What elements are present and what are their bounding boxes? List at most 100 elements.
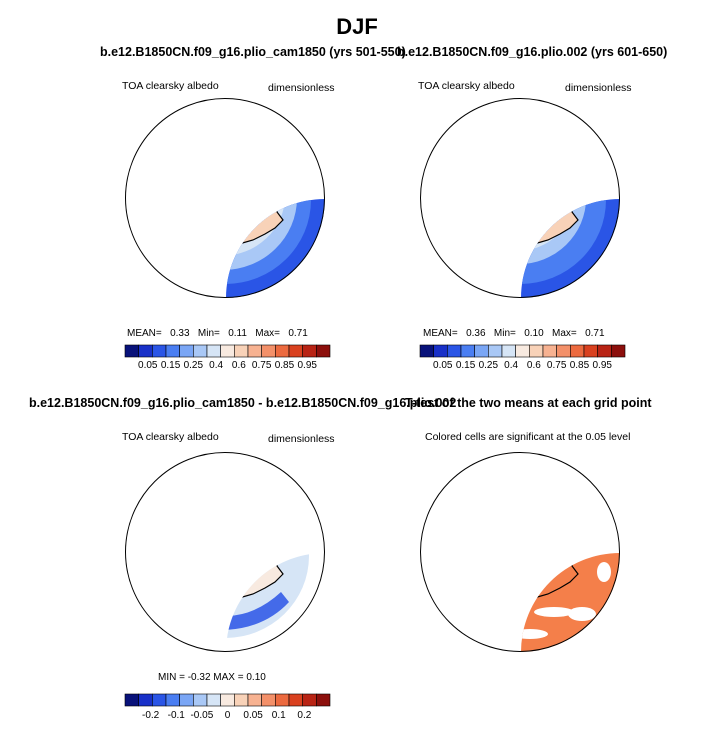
antarctic-peninsula xyxy=(159,518,169,540)
ocean-field xyxy=(521,199,620,298)
colorbar-swatch xyxy=(597,344,612,358)
colorbar-swatch xyxy=(542,344,557,358)
panel-2-variable-label: TOA clearsky albedo xyxy=(418,80,515,92)
colorbar-swatch xyxy=(316,693,331,707)
colorbar-tick-label: 0.85 xyxy=(274,360,295,371)
colorbar-swatch xyxy=(124,344,139,358)
antarctic-peninsula xyxy=(159,164,169,186)
panel-3-units-label: dimensionless xyxy=(268,433,335,445)
colorbar-swatch xyxy=(247,693,262,707)
colorbar-swatch xyxy=(247,344,262,358)
colorbar-tick-label: 0.2 xyxy=(297,710,312,721)
panel-1-stats: MEAN= 0.33 Min= 0.11 Max= 0.71 xyxy=(127,328,308,339)
colorbar-swatch xyxy=(275,693,290,707)
non-significant-patch xyxy=(494,541,506,551)
colorbar-swatch xyxy=(234,693,249,707)
panel-3-title: b.e12.B1850CN.f09_g16.plio_cam1850 - b.e… xyxy=(29,396,457,410)
panel-1-variable-label: TOA clearsky albedo xyxy=(122,80,219,92)
colorbar-swatch xyxy=(302,693,317,707)
panel-2-units-label: dimensionless xyxy=(565,82,632,94)
panel-2-colorbar-labels: 0.05 0.15 0.25 0.4 0.6 0.75 0.85 0.95 xyxy=(420,360,625,374)
non-significant-patch xyxy=(539,538,549,546)
colorbar-swatch xyxy=(234,344,249,358)
colorbar-tick-label: 0.75 xyxy=(251,360,272,371)
colorbar-swatch xyxy=(179,693,194,707)
panel-2-colorbar xyxy=(419,344,626,358)
sea-ice-band xyxy=(226,199,297,270)
panel-2-stats: MEAN= 0.36 Min= 0.10 Max= 0.71 xyxy=(423,328,605,339)
colorbar-swatch xyxy=(220,344,235,358)
non-significant-patch xyxy=(521,629,548,639)
colorbar-tick-label: -0.1 xyxy=(167,710,185,721)
colorbar-swatch xyxy=(193,693,208,707)
sea-ice-band xyxy=(521,199,587,265)
colorbar-swatch xyxy=(447,344,462,358)
colorbar-swatch xyxy=(138,344,153,358)
colorbar-swatch xyxy=(501,344,516,358)
non-significant-patch xyxy=(534,607,574,617)
colorbar-swatch xyxy=(165,344,180,358)
high-plateau xyxy=(521,199,532,204)
colorbar-swatch xyxy=(179,344,194,358)
map-border xyxy=(125,452,325,652)
colorbar-tick-label: 0 xyxy=(224,710,231,721)
colorbar-swatch xyxy=(206,344,221,358)
panel-3-stats: MIN = -0.32 MAX = 0.10 xyxy=(158,672,266,683)
colorbar-swatch xyxy=(152,693,167,707)
northern-negative-arc xyxy=(195,479,283,510)
colorbar-swatch xyxy=(488,344,503,358)
non-significant-patch xyxy=(597,562,611,582)
colorbar-swatch xyxy=(124,693,139,707)
colorbar-swatch xyxy=(302,344,317,358)
colorbar-tick-label: 0.1 xyxy=(271,710,286,721)
panel-4-title: T-test of the two means at each grid poi… xyxy=(405,396,652,410)
panel-4-significance-map xyxy=(420,452,620,652)
panel-1-colorbar-labels: 0.05 0.15 0.25 0.4 0.6 0.75 0.85 0.95 xyxy=(125,360,330,374)
colorbar-swatch xyxy=(556,344,571,358)
figure-title: DJF xyxy=(336,14,378,39)
colorbar-swatch xyxy=(460,344,475,358)
ocean-mid-band xyxy=(521,199,606,284)
panel-4-subtitle: Colored cells are significant at the 0.0… xyxy=(425,431,631,443)
colorbar-tick-label: 0.05 xyxy=(243,710,263,721)
colorbar-swatch xyxy=(570,344,585,358)
colorbar-tick-label: 0.75 xyxy=(546,360,567,371)
colorbar-tick-label: 0.25 xyxy=(478,360,499,371)
non-significant-patch xyxy=(568,607,596,621)
non-significant-patch xyxy=(446,476,474,488)
colorbar-swatch xyxy=(474,344,489,358)
ice-edge-band xyxy=(226,199,285,256)
non-significant-patch xyxy=(434,582,450,602)
colorbar-swatch xyxy=(261,344,276,358)
panel-3-variable-label: TOA clearsky albedo xyxy=(122,431,219,443)
colorbar-swatch xyxy=(515,344,530,358)
panel-1-polar-map xyxy=(125,98,325,298)
non-significant-patch xyxy=(522,568,538,576)
colorbar-swatch xyxy=(288,344,303,358)
panel-2-polar-map xyxy=(420,98,620,298)
colorbar-tick-label: -0.05 xyxy=(190,710,214,721)
panel-3-difference-map xyxy=(125,452,325,652)
non-significant-patch xyxy=(490,463,510,473)
panel-1-units-label: dimensionless xyxy=(268,82,335,94)
colorbar-swatch xyxy=(611,344,626,358)
colorbar-swatch xyxy=(275,344,290,358)
non-significant-patch xyxy=(590,510,606,522)
colorbar-tick-label: 0.6 xyxy=(526,360,541,371)
colorbar-tick-label: 0.05 xyxy=(433,360,453,371)
colorbar-tick-label: 0.15 xyxy=(160,360,181,371)
background-field xyxy=(226,553,325,652)
antarctica-landmass xyxy=(521,199,579,247)
colorbar-tick-label: 0.4 xyxy=(209,360,224,371)
colorbar-swatch xyxy=(152,344,167,358)
panel-2-title: b.e12.B1850CN.f09_g16.plio.002 (yrs 601-… xyxy=(397,45,668,59)
colorbar-swatch xyxy=(583,344,598,358)
panel-1-title: b.e12.B1850CN.f09_g16.plio_cam1850 (yrs … xyxy=(100,45,406,59)
panel-3-colorbar-labels: -0.2 -0.1 -0.05 0 0.05 0.1 0.2 xyxy=(125,710,330,724)
colorbar-tick-label: 0.15 xyxy=(455,360,476,371)
colorbar-tick-label: 0.6 xyxy=(231,360,246,371)
colorbar-swatch xyxy=(193,344,208,358)
non-significant-patch xyxy=(468,616,492,628)
antarctica-landmass xyxy=(226,199,284,247)
ocean-mid-band xyxy=(226,199,311,284)
